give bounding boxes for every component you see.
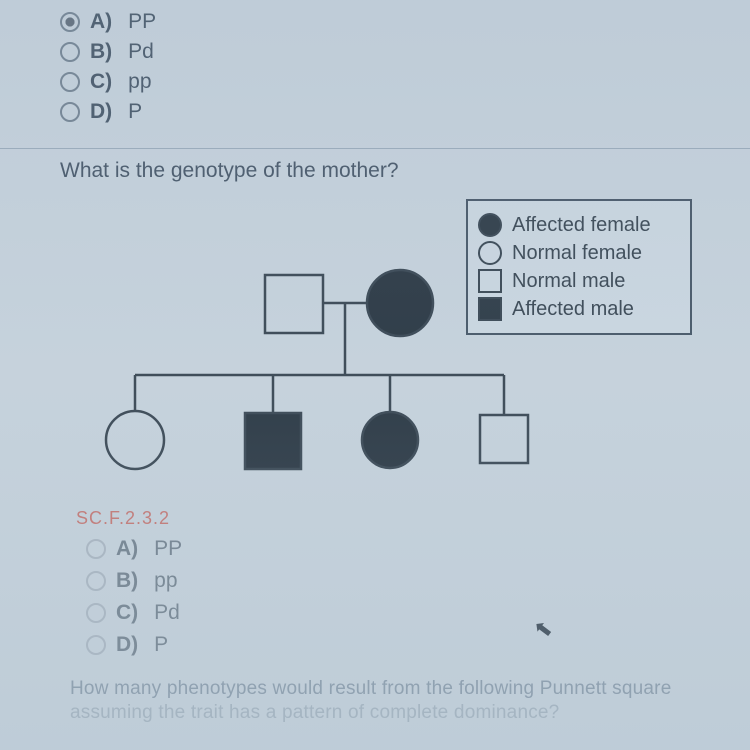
next-question-line2: assuming the trait has a pattern of comp… xyxy=(70,702,559,723)
radio-icon[interactable] xyxy=(86,539,106,559)
figure-area: Affected female Normal female Normal mal… xyxy=(60,197,710,527)
option-text: pp xyxy=(154,569,177,593)
radio-icon[interactable] xyxy=(60,12,80,32)
option-b-row[interactable]: B) Pd xyxy=(60,40,710,64)
option-b-row[interactable]: B) pp xyxy=(86,569,710,593)
option-c-row[interactable]: C) pp xyxy=(60,70,710,94)
option-letter: B) xyxy=(116,569,138,593)
question-text: What is the genotype of the mother? xyxy=(60,159,710,183)
radio-icon[interactable] xyxy=(86,571,106,591)
option-text: P xyxy=(128,100,142,124)
question1-options: A) PP B) Pd C) pp D) P xyxy=(60,0,710,140)
option-d-row[interactable]: D) P xyxy=(86,633,710,657)
section-divider xyxy=(0,148,750,149)
radio-icon[interactable] xyxy=(60,42,80,62)
option-letter: D) xyxy=(90,100,112,124)
option-text: pp xyxy=(128,70,151,94)
pedigree-chart xyxy=(80,245,580,515)
option-letter: C) xyxy=(90,70,112,94)
option-c-row[interactable]: C) Pd xyxy=(86,601,710,625)
radio-icon[interactable] xyxy=(86,635,106,655)
option-text: Pd xyxy=(154,601,180,625)
question2-options: A) PP B) pp C) Pd D) P xyxy=(60,537,710,657)
option-letter: B) xyxy=(90,40,112,64)
option-text: P xyxy=(154,633,168,657)
option-text: PP xyxy=(128,10,156,34)
option-text: Pd xyxy=(128,40,154,64)
radio-icon[interactable] xyxy=(86,603,106,623)
option-letter: D) xyxy=(116,633,138,657)
option-a-row[interactable]: A) PP xyxy=(60,10,710,34)
option-letter: A) xyxy=(116,537,138,561)
mouse-cursor-icon: ⬉ xyxy=(532,615,554,643)
option-letter: C) xyxy=(116,601,138,625)
standard-code: SC.F.2.3.2 xyxy=(76,508,170,529)
option-d-row[interactable]: D) P xyxy=(60,100,710,124)
next-question-preview: How many phenotypes would result from th… xyxy=(70,677,700,725)
affected-female-icon xyxy=(478,213,502,237)
option-letter: A) xyxy=(90,10,112,34)
next-question-line1: How many phenotypes would result from th… xyxy=(70,678,671,699)
legend-label: Affected female xyxy=(512,214,651,237)
option-text: PP xyxy=(154,537,182,561)
radio-icon[interactable] xyxy=(60,72,80,92)
legend-item: Affected female xyxy=(478,213,680,237)
option-a-row[interactable]: A) PP xyxy=(86,537,710,561)
radio-icon[interactable] xyxy=(60,102,80,122)
